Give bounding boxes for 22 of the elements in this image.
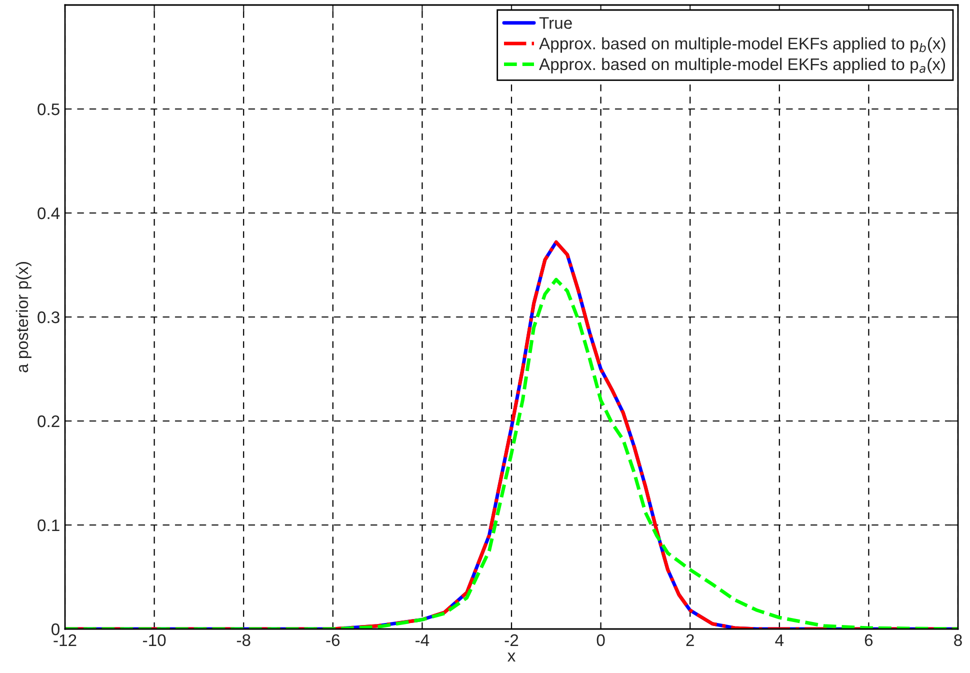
y-tick-label: 0.2 (38, 415, 60, 428)
x-tick-label: 2 (686, 634, 694, 646)
x-tick-label: 8 (954, 634, 962, 646)
x-tick-label: -8 (236, 634, 250, 646)
y-tick-label: 0.5 (38, 103, 60, 116)
x-tick-label: -6 (326, 634, 340, 646)
x-tick-label: -2 (504, 634, 518, 646)
x-tick-label: -10 (142, 634, 166, 646)
y-tick-label: 0.3 (38, 311, 60, 324)
legend-label: Approx. based on multiple-model EKFs applied to p$_{a}$(x) (539, 58, 946, 74)
legend-label: True (539, 17, 572, 29)
x-tick-label: 6 (864, 634, 873, 646)
x-tick-label: 4 (775, 634, 784, 646)
y-axis-title: a posterior p(x) (16, 262, 32, 372)
x-axis-title: x (508, 652, 516, 662)
y-tick-label: 0.4 (38, 207, 60, 220)
x-tick-label: -12 (54, 634, 76, 646)
y-tick-label: 0.1 (38, 519, 60, 532)
x-tick-label: 0 (596, 634, 605, 646)
x-tick-label: -4 (416, 634, 430, 646)
y-tick-label: 0 (52, 623, 60, 636)
legend-label: Approx. based on multiple-model EKFs applied to p$_{b}$(x) (539, 37, 946, 53)
